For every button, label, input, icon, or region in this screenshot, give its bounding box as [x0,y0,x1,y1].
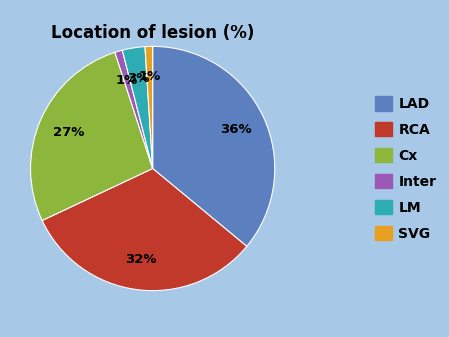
Text: 1%: 1% [116,74,138,87]
Text: Location of lesion (%): Location of lesion (%) [51,24,254,41]
Wedge shape [115,50,153,168]
Text: 3%: 3% [127,71,150,85]
Wedge shape [42,168,247,290]
Text: 32%: 32% [125,253,157,266]
Text: 27%: 27% [53,126,84,139]
Text: 1%: 1% [139,70,161,84]
Wedge shape [31,52,153,220]
Text: 36%: 36% [220,123,251,136]
Wedge shape [145,47,153,168]
Wedge shape [122,47,153,168]
Wedge shape [153,47,275,246]
Legend: LAD, RCA, Cx, Inter, LM, SVG: LAD, RCA, Cx, Inter, LM, SVG [370,91,442,246]
